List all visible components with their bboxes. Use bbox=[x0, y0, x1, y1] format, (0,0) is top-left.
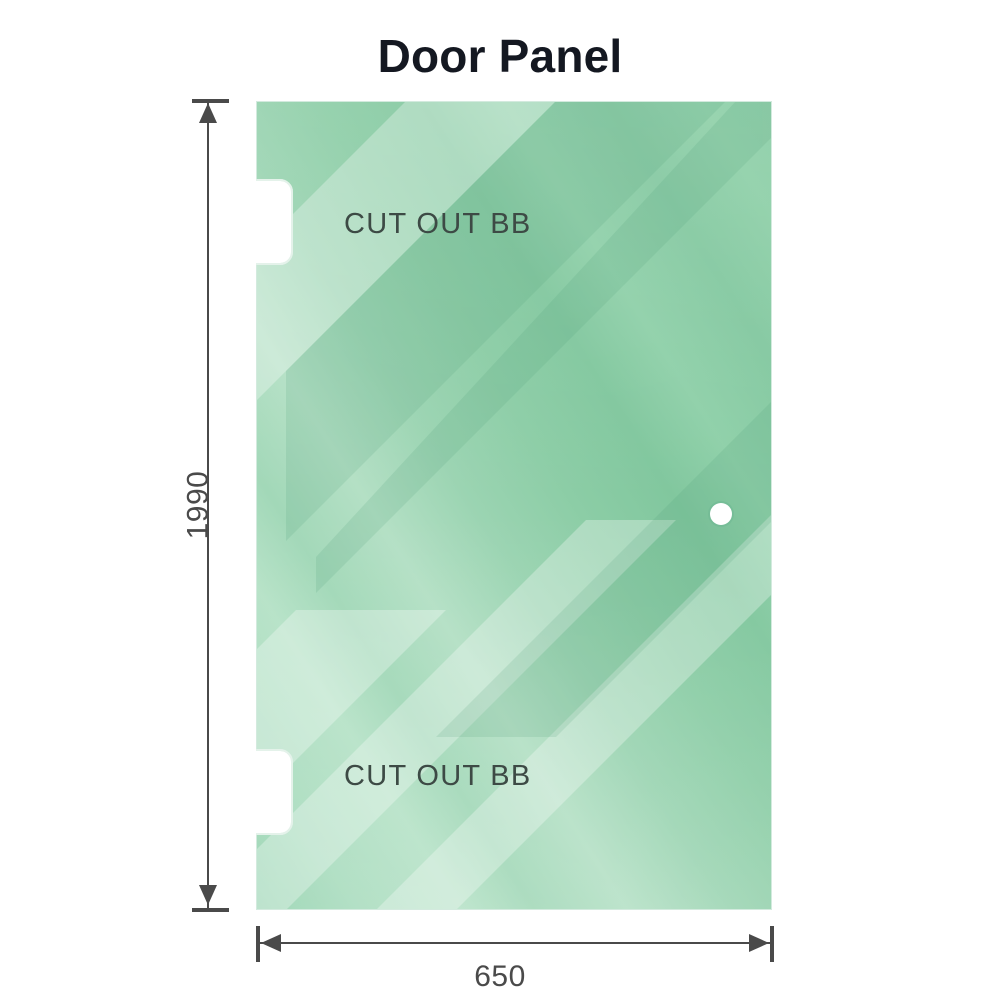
page-title: Door Panel bbox=[377, 30, 623, 82]
arrow-up-icon bbox=[199, 103, 217, 123]
glass-door-panel bbox=[256, 101, 772, 910]
cutout-label-top: CUT OUT BB bbox=[344, 208, 532, 240]
glass-fill bbox=[256, 101, 772, 910]
glass-panel-graphic bbox=[256, 101, 772, 910]
handle-hole bbox=[710, 503, 732, 525]
width-dimension-line bbox=[258, 942, 772, 944]
cutout-bb-top bbox=[256, 179, 293, 265]
height-extension-tick-bottom bbox=[192, 908, 229, 912]
height-extension-tick-top bbox=[192, 99, 229, 103]
cutout-label-bottom: CUT OUT BB bbox=[344, 760, 532, 792]
width-dimension-label: 650 bbox=[474, 960, 526, 993]
sheen-shadows bbox=[286, 101, 772, 737]
arrow-down-icon bbox=[199, 885, 217, 905]
arrow-right-icon bbox=[749, 934, 769, 952]
cutout-bb-bottom bbox=[256, 749, 293, 835]
arrow-left-icon bbox=[261, 934, 281, 952]
width-extension-tick-left bbox=[256, 926, 260, 962]
width-extension-tick-right bbox=[770, 926, 774, 962]
height-dimension-label: 1990 bbox=[181, 470, 215, 540]
sheen-streaks bbox=[256, 101, 772, 910]
height-dimension-line bbox=[207, 101, 209, 910]
